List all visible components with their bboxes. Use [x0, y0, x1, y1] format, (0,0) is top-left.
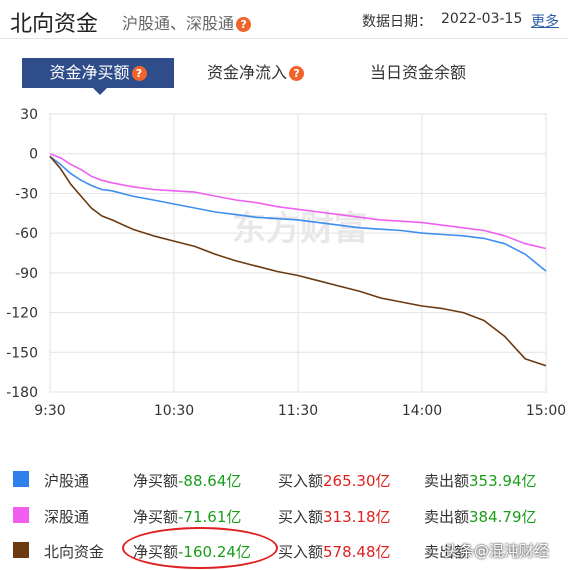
table-row-sz: 深股通 净买额-71.61亿 买入额313.18亿 卖出额384.79亿 [0, 500, 568, 530]
help-icon[interactable]: ? [236, 17, 252, 32]
net-buy-value: -71.61亿 [178, 508, 242, 526]
page-subtitle: 沪股通、深股通? [122, 10, 252, 34]
table-row-sh: 沪股通 净买额-88.64亿 买入额265.30亿 卖出额353.94亿 [0, 464, 568, 494]
x-tick-label: 14:00 [402, 403, 442, 419]
tab-net-inflow[interactable]: 资金净流入? [207, 58, 327, 88]
y-tick-label: -150 [6, 345, 38, 361]
sell-value: 353.94亿 [469, 472, 537, 490]
row-name: 深股通 [44, 508, 90, 526]
date-value: 2022-03-15 [441, 11, 523, 27]
tab-net-inflow-label: 资金净流入 [207, 63, 288, 82]
x-tick-label: 10:30 [154, 403, 194, 419]
buy-value: 265.30亿 [323, 472, 391, 490]
buy-label: 买入额 [278, 543, 324, 561]
chart-series [49, 152, 547, 367]
date-label: 数据日期： [362, 14, 432, 30]
row-name: 北向资金 [44, 543, 105, 561]
sell-label: 卖出额 [424, 472, 470, 490]
x-tick-label: 11:30 [278, 403, 318, 419]
buy-value: 313.18亿 [323, 508, 391, 526]
page-header: 北向资金 沪股通、深股通? 数据日期： 2022-03-15 更多 [0, 0, 568, 39]
x-tick-label: 15:00 [526, 403, 566, 419]
row-name: 沪股通 [44, 472, 90, 490]
net-buy-chart: 东方财富 300-30-60-90-120-150-180 9:30 10:30 1… [6, 107, 566, 419]
source-watermark: 头条@混沌财经 [444, 542, 550, 560]
y-axis-labels: 30 0 -30 -60 -90 -120 -150 -180 [6, 107, 38, 401]
tab-daily-balance[interactable]: 当日资金余额 [370, 58, 490, 88]
tab-net-buy[interactable]: 资金净买额? [22, 58, 174, 88]
help-icon[interactable]: ? [131, 66, 147, 81]
y-tick-label: -60 [15, 226, 38, 242]
more-link[interactable]: 更多 [531, 14, 559, 30]
series-line-sz [49, 152, 547, 250]
x-tick-label: 9:30 [34, 403, 65, 419]
y-tick-label: -90 [15, 266, 38, 282]
net-buy-label: 净买额 [133, 472, 179, 490]
net-buy-value: -88.64亿 [178, 472, 242, 490]
buy-label: 买入额 [278, 472, 324, 490]
y-tick-label: -120 [6, 306, 38, 322]
buy-cell: 买入额265.30亿 [278, 470, 391, 491]
net-buy-cell: 净买额-88.64亿 [133, 470, 241, 491]
net-buy-label: 净买额 [133, 508, 179, 526]
y-tick-label: 30 [20, 107, 38, 123]
active-tab-pointer [93, 88, 107, 95]
sell-value: 384.79亿 [469, 508, 537, 526]
buy-cell: 买入额578.48亿 [278, 541, 391, 562]
sell-label: 卖出额 [424, 508, 470, 526]
y-tick-label: -180 [6, 385, 38, 401]
tab-bar: 资金净买额? 资金净流入? 当日资金余额 [0, 58, 568, 90]
color-swatch [13, 507, 29, 523]
sell-cell: 卖出额 [424, 541, 469, 562]
highlight-circle [122, 527, 278, 569]
sell-cell: 卖出额353.94亿 [424, 470, 537, 491]
x-axis-labels: 9:30 10:30 11:30 14:00 15:00 [34, 403, 566, 419]
color-swatch [13, 471, 29, 487]
sell-cell: 卖出额384.79亿 [424, 506, 537, 527]
help-icon[interactable]: ? [289, 66, 305, 81]
series-line-sh [49, 155, 547, 272]
tab-net-buy-label: 资金净买额 [49, 63, 130, 82]
net-buy-cell: 净买额-71.61亿 [133, 506, 241, 527]
buy-label: 买入额 [278, 508, 324, 526]
y-tick-label: -30 [15, 186, 38, 202]
series-line-north [49, 155, 547, 367]
subtitle-text: 沪股通、深股通 [122, 14, 235, 33]
color-swatch [13, 542, 29, 558]
buy-cell: 买入额313.18亿 [278, 506, 391, 527]
y-tick-label: 0 [29, 147, 38, 163]
sell-label: 卖出额 [424, 543, 470, 561]
chart-grid [49, 113, 547, 393]
page-title: 北向资金 [10, 12, 99, 37]
buy-value: 578.48亿 [323, 543, 391, 561]
tab-daily-balance-label: 当日资金余额 [370, 63, 467, 82]
